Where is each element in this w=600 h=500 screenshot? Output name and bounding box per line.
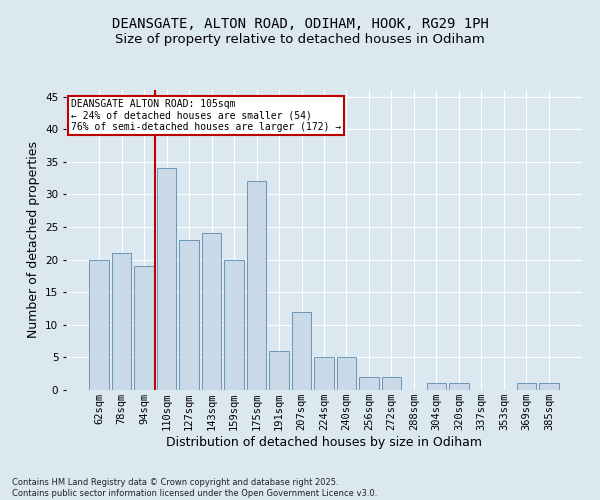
Bar bbox=[179, 240, 199, 390]
Bar bbox=[337, 358, 356, 390]
Bar bbox=[539, 384, 559, 390]
Bar bbox=[382, 377, 401, 390]
Text: DEANSGATE, ALTON ROAD, ODIHAM, HOOK, RG29 1PH: DEANSGATE, ALTON ROAD, ODIHAM, HOOK, RG2… bbox=[112, 18, 488, 32]
Bar bbox=[89, 260, 109, 390]
Text: Contains HM Land Registry data © Crown copyright and database right 2025.
Contai: Contains HM Land Registry data © Crown c… bbox=[12, 478, 377, 498]
Bar bbox=[224, 260, 244, 390]
Bar bbox=[269, 351, 289, 390]
Bar bbox=[157, 168, 176, 390]
Bar bbox=[292, 312, 311, 390]
Bar bbox=[202, 234, 221, 390]
Bar bbox=[247, 182, 266, 390]
Bar bbox=[134, 266, 154, 390]
Bar bbox=[112, 253, 131, 390]
Text: DEANSGATE ALTON ROAD: 105sqm
← 24% of detached houses are smaller (54)
76% of se: DEANSGATE ALTON ROAD: 105sqm ← 24% of de… bbox=[71, 99, 341, 132]
Text: Size of property relative to detached houses in Odiham: Size of property relative to detached ho… bbox=[115, 32, 485, 46]
Y-axis label: Number of detached properties: Number of detached properties bbox=[26, 142, 40, 338]
Bar bbox=[359, 377, 379, 390]
X-axis label: Distribution of detached houses by size in Odiham: Distribution of detached houses by size … bbox=[166, 436, 482, 449]
Bar bbox=[517, 384, 536, 390]
Bar bbox=[314, 358, 334, 390]
Bar bbox=[427, 384, 446, 390]
Bar bbox=[449, 384, 469, 390]
